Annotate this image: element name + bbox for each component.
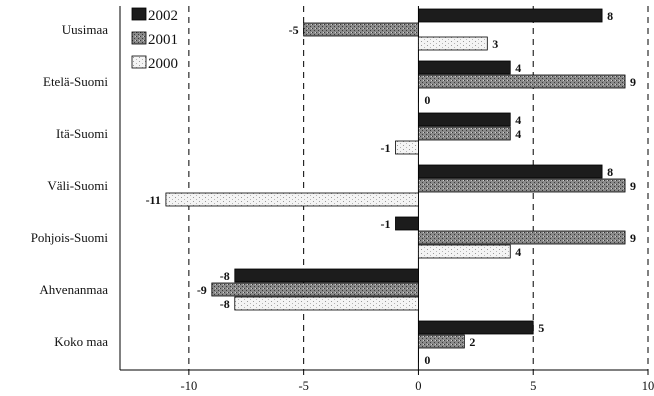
bar-2001-3 xyxy=(418,178,626,193)
bar-2001-1 xyxy=(418,74,626,89)
legend-label: 2000 xyxy=(148,56,178,72)
data-label: -1 xyxy=(380,141,390,155)
data-label: 9 xyxy=(630,75,636,89)
data-label: 8 xyxy=(607,9,613,23)
x-tick-label: 0 xyxy=(415,379,421,393)
data-label: -9 xyxy=(197,283,207,297)
data-label: -8 xyxy=(220,269,230,283)
data-label: -8 xyxy=(220,297,230,311)
legend-swatch-2000 xyxy=(131,55,147,69)
bar-2001-4 xyxy=(418,230,626,245)
legend-label: 2001 xyxy=(148,32,178,48)
data-label: 0 xyxy=(424,93,430,107)
x-tick-label: 10 xyxy=(642,379,654,393)
bar-2001-6 xyxy=(418,334,465,349)
category-label: Pohjois-Suomi xyxy=(31,230,109,245)
data-label: 4 xyxy=(515,113,521,127)
category-label: Etelä-Suomi xyxy=(43,74,108,89)
data-label: -5 xyxy=(289,23,299,37)
data-label: 4 xyxy=(515,245,521,259)
category-label: Väli-Suomi xyxy=(47,178,108,193)
axes: Uusimaa Etelä-Suomi Itä-Suomi Väli-Suomi Poh… xyxy=(31,6,654,393)
x-tick-label: -5 xyxy=(298,379,308,393)
legend-swatch-2001 xyxy=(131,31,147,45)
bar-2002-1 xyxy=(418,60,511,75)
data-label: 9 xyxy=(630,179,636,193)
bar-2000-0 xyxy=(418,36,488,51)
bar-2000-4 xyxy=(418,244,511,259)
data-label: 9 xyxy=(630,231,636,245)
legend: 2002 2001 2000 xyxy=(131,7,178,72)
category-label: Ahvenanmaa xyxy=(39,282,108,297)
bars xyxy=(165,8,626,363)
bar-2002-4 xyxy=(395,216,419,231)
data-label: -11 xyxy=(146,193,161,207)
category-label: Koko maa xyxy=(54,334,108,349)
bar-2000-3 xyxy=(165,192,419,207)
x-tick-label: -10 xyxy=(181,379,198,393)
data-label: 0 xyxy=(424,353,430,367)
data-label: 3 xyxy=(492,37,498,51)
legend-label: 2002 xyxy=(148,8,178,24)
bar-2002-2 xyxy=(418,112,511,127)
data-label: 5 xyxy=(538,321,544,335)
data-label: 4 xyxy=(515,127,521,141)
category-label: Uusimaa xyxy=(62,22,108,37)
x-tick-label: 5 xyxy=(530,379,536,393)
bar-2000-5 xyxy=(234,296,419,311)
data-label: 4 xyxy=(515,61,521,75)
data-label: -1 xyxy=(380,217,390,231)
bar-2001-0 xyxy=(303,22,419,37)
bar-2000-2 xyxy=(395,140,419,155)
bar-2001-2 xyxy=(418,126,511,141)
bar-2001-5 xyxy=(211,282,419,297)
bar-2002-6 xyxy=(418,320,534,335)
bar-2002-5 xyxy=(234,268,419,283)
legend-swatch-2002 xyxy=(131,7,147,21)
category-label: Itä-Suomi xyxy=(56,126,108,141)
data-label: 2 xyxy=(469,335,475,349)
bar-2002-3 xyxy=(418,164,603,179)
data-label: 8 xyxy=(607,165,613,179)
bar-2002-0 xyxy=(418,8,603,23)
